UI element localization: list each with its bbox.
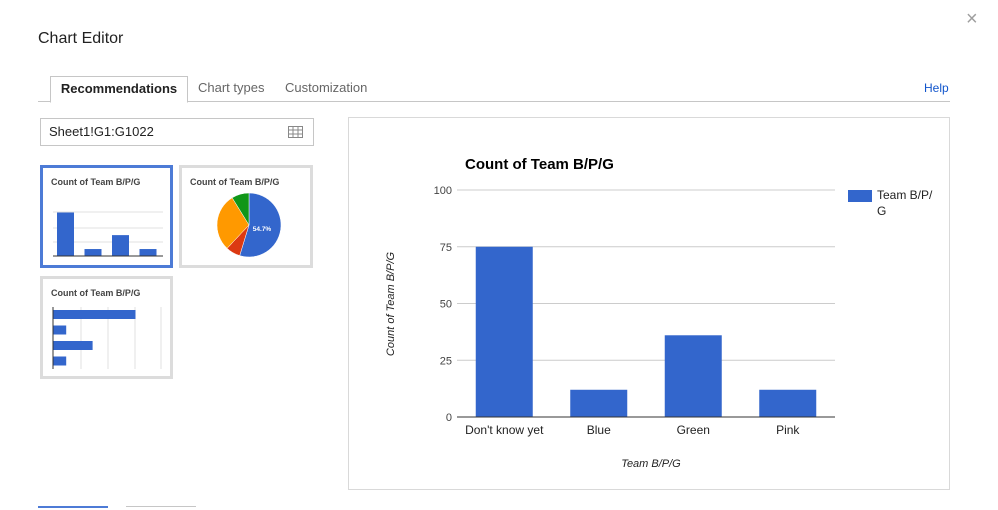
bar-1 — [570, 389, 628, 417]
pie-slice — [216, 197, 250, 249]
tab-recommendations[interactable]: Recommendations — [50, 76, 188, 103]
thumbnail-pie-chart[interactable]: Count of Team B/P/G 54.7% — [179, 165, 313, 268]
x-axis-label: Team B/P/G — [621, 458, 681, 470]
y-tick-label: 25 — [440, 355, 452, 367]
select-range-grid-icon[interactable] — [288, 126, 303, 138]
column-chart: Count of Team B/P/G Team B/P/G Count of … — [385, 156, 933, 470]
thumbnail-column-chart[interactable]: Count of Team B/P/G — [40, 165, 173, 268]
thumb-column — [112, 235, 129, 256]
y-axis-label: Count of Team B/P/G — [385, 251, 397, 356]
thumb-bar — [53, 310, 136, 319]
thumb-column — [84, 249, 102, 256]
y-tick-label: 100 — [434, 185, 452, 197]
close-icon[interactable]: × — [966, 8, 978, 30]
y-tick-label: 0 — [446, 412, 452, 424]
thumb-column — [57, 212, 74, 256]
legend-label-line1: Team B/P/ — [877, 188, 933, 202]
tab-chart-types[interactable]: Chart types — [198, 80, 265, 95]
legend-swatch — [848, 190, 872, 202]
chart-title: Count of Team B/P/G — [465, 156, 614, 173]
y-tick-label: 75 — [440, 242, 452, 254]
pie-slice — [239, 192, 282, 258]
tab-customization[interactable]: Customization — [285, 80, 368, 95]
tab-bar-divider — [38, 101, 950, 102]
thumbnail-title: Count of Team B/P/G — [51, 288, 141, 298]
legend-label-line2: G — [877, 204, 886, 218]
bar-2 — [664, 335, 722, 417]
thumbnail-title: Count of Team B/P/G — [190, 177, 280, 187]
y-tick-label: 50 — [440, 299, 452, 311]
cancel-button-partial[interactable] — [126, 506, 196, 510]
data-range-input[interactable]: Sheet1!G1:G1022 — [40, 118, 314, 146]
pie-slice — [231, 192, 250, 226]
bar-3 — [759, 389, 817, 417]
thumbnail-bar-chart[interactable]: Count of Team B/P/G — [40, 276, 173, 379]
help-link[interactable]: Help — [924, 81, 949, 95]
thumb-bar — [53, 356, 67, 366]
thumbnail-bar-chart-graphic — [52, 307, 162, 369]
thumb-column — [139, 249, 157, 256]
bar-0 — [475, 246, 533, 417]
x-tick-label: Green — [677, 423, 710, 437]
chart-preview-panel: Count of Team B/P/G Team B/P/G Count of … — [348, 117, 950, 490]
thumbnail-column-chart-graphic — [53, 211, 163, 257]
x-tick-label: Blue — [587, 423, 611, 437]
ok-button-partial[interactable] — [38, 506, 108, 510]
x-tick-label: Don't know yet — [465, 423, 544, 437]
thumbnail-title: Count of Team B/P/G — [51, 177, 141, 187]
x-tick-label: Pink — [776, 423, 800, 437]
pie-slice-label: 54.7% — [253, 226, 272, 233]
thumb-bar — [53, 325, 67, 335]
thumbnail-pie-chart-graphic: 54.7% — [216, 192, 282, 258]
dialog-title: Chart Editor — [38, 30, 124, 47]
thumb-bar — [53, 341, 93, 350]
